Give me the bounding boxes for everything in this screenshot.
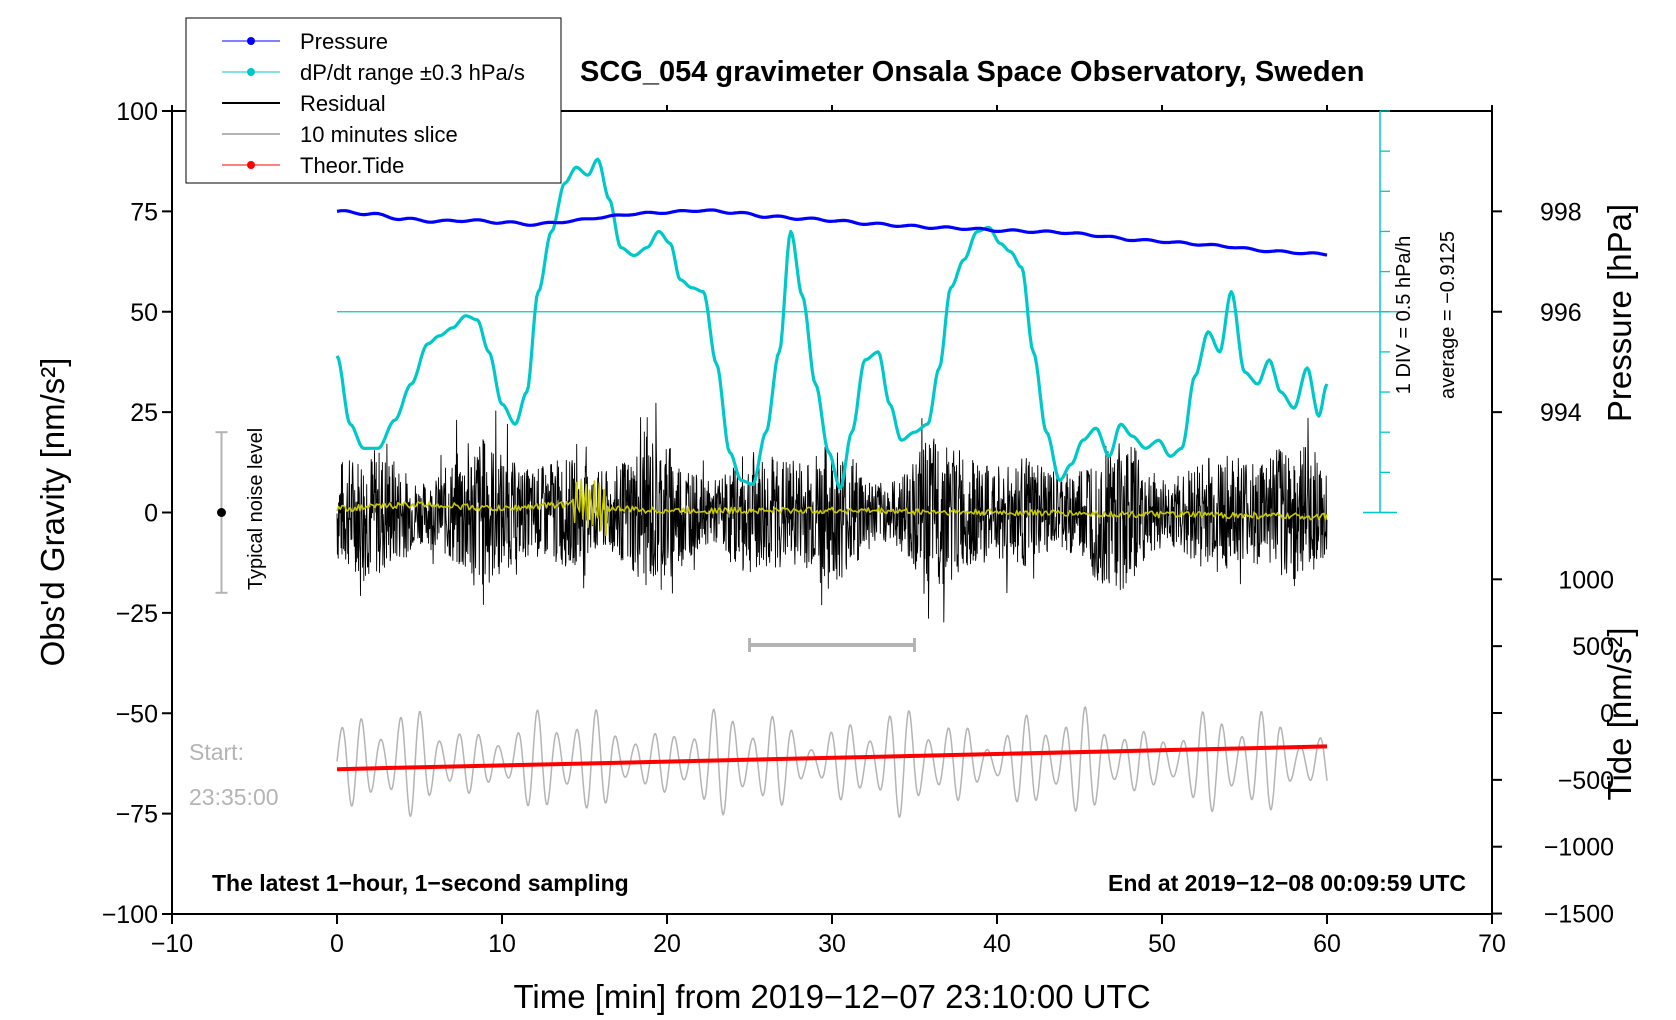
start-time: 23:35:00 bbox=[189, 784, 279, 810]
y-left-tick-label: 100 bbox=[116, 98, 158, 126]
legend-marker bbox=[247, 68, 255, 76]
slice-line bbox=[336, 706, 1328, 818]
dp-scale-label: 1 DIV = 0.5 hPa/h bbox=[1393, 236, 1415, 394]
y-left-tick-label: −25 bbox=[116, 600, 158, 628]
y-left-tick-label: 75 bbox=[130, 198, 158, 226]
noise-level-bar bbox=[215, 431, 228, 594]
y-tide-tick-label: −1500 bbox=[1544, 901, 1614, 929]
tide-line bbox=[336, 744, 1328, 772]
residual-line bbox=[336, 402, 1328, 623]
y-pressure-tick-label: 996 bbox=[1540, 299, 1582, 327]
y-left-tick-label: −100 bbox=[102, 901, 158, 929]
x-tick-label: 30 bbox=[818, 930, 846, 958]
y-tide-tick-label: 0 bbox=[1600, 700, 1614, 728]
x-tick-label: 40 bbox=[983, 930, 1011, 958]
x-axis-title: Time [min] from 2019−12−07 23:10:00 UTC bbox=[513, 978, 1150, 1015]
y-axis-title-tide: Tide [nm/s²] bbox=[1601, 628, 1638, 801]
x-tick-label: −10 bbox=[151, 930, 193, 958]
y-pressure-tick-label: 998 bbox=[1540, 198, 1582, 226]
y-axis-title-pressure: Pressure [hPa] bbox=[1601, 204, 1638, 422]
y-pressure-tick-label: 994 bbox=[1540, 399, 1582, 427]
dpdt-line bbox=[335, 157, 1329, 490]
noise-level-label: Typical noise level bbox=[245, 428, 267, 590]
y-left-tick-label: 25 bbox=[130, 399, 158, 427]
x-tick-label: 10 bbox=[488, 930, 516, 958]
legend-label: Residual bbox=[300, 91, 386, 116]
y-tide-tick-label: 1000 bbox=[1558, 566, 1614, 594]
y-left-tick-label: −75 bbox=[116, 801, 158, 829]
legend-marker bbox=[247, 161, 255, 169]
y-axis-title-left: Obs'd Gravity [nm/s²] bbox=[34, 358, 71, 667]
y-left-tick-label: 0 bbox=[144, 500, 158, 528]
footer-right: End at 2019−12−08 00:09:59 UTC bbox=[1108, 870, 1466, 896]
y-tide-tick-label: −1000 bbox=[1544, 834, 1614, 862]
series-layer bbox=[335, 157, 1329, 818]
noise-annotation: Typical noise level bbox=[215, 428, 267, 594]
x-tick-label: 60 bbox=[1313, 930, 1341, 958]
legend-entries: Pressure dP/dt range ±0.3 hPa/s Residual 10… bbox=[222, 29, 525, 178]
legend-label: 10 minutes slice bbox=[300, 122, 458, 147]
x-tick-label: 70 bbox=[1478, 930, 1506, 958]
pressure-line bbox=[336, 208, 1328, 257]
legend-label: Pressure bbox=[300, 29, 388, 54]
dp-average-label: average = −0.9125 bbox=[1437, 231, 1459, 399]
start-label: Start: bbox=[189, 739, 244, 765]
y-left-tick-label: −50 bbox=[116, 700, 158, 728]
legend: Pressure dP/dt range ±0.3 hPa/s Residual 10… bbox=[185, 17, 562, 184]
legend-label: Theor.Tide bbox=[300, 153, 404, 178]
tick-layer: −10 0 10 20 30 40 50 60 70−100−75−50−25025507510… bbox=[102, 98, 1614, 958]
legend-label: dP/dt range ±0.3 hPa/s bbox=[300, 60, 525, 85]
reference-lines bbox=[337, 110, 1399, 514]
x-tick-label: 0 bbox=[330, 930, 344, 958]
noise-bar-dot bbox=[217, 508, 226, 517]
legend-box bbox=[185, 17, 562, 184]
footer-left: The latest 1−hour, 1−second sampling bbox=[212, 870, 629, 896]
y-left-tick-label: 50 bbox=[130, 299, 158, 327]
x-tick-label: 50 bbox=[1148, 930, 1176, 958]
residual-smoothed-line bbox=[336, 478, 1328, 537]
chart-title: SCG_054 gravimeter Onsala Space Observat… bbox=[580, 56, 1364, 88]
y-tide-tick-label: −500 bbox=[1558, 767, 1614, 795]
y-tide-tick-label: 500 bbox=[1572, 633, 1614, 661]
dp-scale-annotation: 1 DIV = 0.5 hPa/h average = −0.9125 bbox=[1393, 231, 1459, 399]
x-tick-label: 20 bbox=[653, 930, 681, 958]
legend-marker bbox=[247, 37, 255, 45]
